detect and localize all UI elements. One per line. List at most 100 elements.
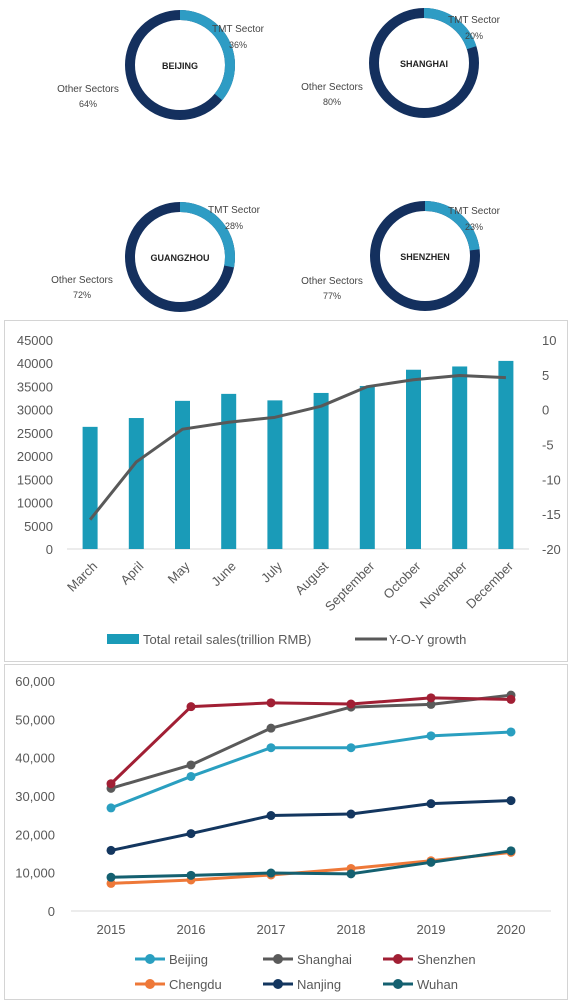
- line-chengdu: [110, 850, 512, 885]
- donut-center-label: SHANGHAI: [400, 59, 448, 69]
- x-tick-label: 2018: [337, 922, 366, 937]
- bar-july: [267, 400, 283, 549]
- y-tick-label: 35000: [17, 379, 53, 394]
- point-shanghai-2016: [186, 760, 196, 770]
- tmt-sector-value: 23%: [465, 222, 483, 232]
- y-tick-label: 25000: [17, 426, 53, 441]
- legend-marker-nanjing: [273, 979, 283, 989]
- legend-label-wuhan: Wuhan: [417, 977, 458, 992]
- legend-marker-shenzhen: [393, 954, 403, 964]
- line-shanghai: [110, 693, 512, 790]
- x-tick-label: 2020: [497, 922, 526, 937]
- point-beijing-2018: [346, 743, 356, 753]
- x-tick-label: 2015: [97, 922, 126, 937]
- x-tick-label: July: [258, 558, 285, 585]
- y-tick-label: 40000: [17, 356, 53, 371]
- y2-tick-label: 0: [542, 403, 549, 418]
- bar-december: [498, 360, 514, 549]
- donut-center-label: BEIJING: [162, 61, 198, 71]
- legend-marker-chengdu: [145, 979, 155, 989]
- city-line-chart: 0 10,000 20,000 30,000 40,000 50,000 60,000 201…: [15, 674, 551, 992]
- point-wuhan-2016: [186, 870, 196, 880]
- y-tick-label: 10000: [17, 496, 53, 511]
- y2-tick-label: -15: [542, 507, 561, 522]
- y2-tick-label: -5: [542, 438, 554, 453]
- tmt-sector-label: TMT Sector: [212, 24, 265, 35]
- other-sectors-label: Other Sectors: [57, 84, 119, 95]
- point-nanjing-2016: [186, 829, 196, 839]
- series-nanjing: [106, 796, 516, 855]
- donut-slice-tmt-sector: [125, 202, 235, 312]
- y-tick-label: 30000: [17, 403, 53, 418]
- point-wuhan-2019: [426, 857, 436, 867]
- x-tick-label: October: [380, 558, 424, 602]
- x-tick-label: November: [417, 558, 470, 611]
- bar-august: [313, 392, 329, 549]
- legend-label-beijing: Beijing: [169, 952, 208, 967]
- point-shenzhen-2016: [186, 702, 196, 712]
- donut-slice-tmt-sector: [369, 8, 479, 118]
- bar-may: [175, 400, 190, 549]
- yoy-growth-line: [88, 374, 506, 521]
- point-wuhan-2020: [506, 846, 516, 856]
- series-beijing: [106, 727, 516, 813]
- legend-label-shanghai: Shanghai: [297, 952, 352, 967]
- y-tick-label: 5000: [24, 519, 53, 534]
- tmt-sector-value: 28%: [225, 221, 243, 231]
- donut-shenzhen: SHENZHEN TMT Sector 23% Other Sectors 77%: [301, 201, 501, 311]
- other-sectors-value: 80%: [323, 97, 341, 107]
- tmt-sector-label: TMT Sector: [208, 205, 261, 216]
- x-tick-label: 2017: [257, 922, 286, 937]
- bar-april: [128, 418, 144, 549]
- legend-label-shenzhen: Shenzhen: [417, 952, 476, 967]
- donut-shanghai: SHANGHAI TMT Sector 20% Other Sectors 80%: [301, 8, 501, 118]
- y-tick-label: 20000: [17, 449, 53, 464]
- x-tick-label: June: [208, 559, 239, 590]
- legend-marker-shanghai: [273, 954, 283, 964]
- line-nanjing: [110, 799, 512, 852]
- y2-tick-label: 5: [542, 368, 549, 383]
- legend-marker-beijing: [145, 954, 155, 964]
- x-tick-label: May: [165, 558, 193, 586]
- line-shenzhen: [109, 696, 512, 785]
- series-chengdu: [106, 847, 516, 888]
- other-sectors-value: 64%: [79, 99, 97, 109]
- sector-donut-charts: BEIJING TMT Sector 36% Other Sectors 64% SHAN…: [51, 8, 501, 312]
- point-beijing-2015: [106, 803, 116, 813]
- y-tick-label: 50,000: [15, 712, 55, 727]
- point-shanghai-2017: [266, 723, 276, 733]
- donut-center-label: SHENZHEN: [400, 252, 450, 262]
- legend-label-total-retail-sales: Total retail sales(trillion RMB): [143, 632, 311, 647]
- point-shenzhen-2020: [506, 694, 516, 704]
- point-nanjing-2015: [106, 845, 116, 855]
- series-wuhan: [106, 846, 516, 882]
- bar-september: [359, 385, 375, 549]
- retail-sales-chart: 0 5000 10000 15000 20000 25000 30000 35000 40000…: [17, 333, 561, 647]
- tmt-sector-value: 20%: [465, 31, 483, 41]
- point-shenzhen-2015: [106, 779, 116, 789]
- series-shenzhen: [106, 693, 516, 789]
- legend-label-chengdu: Chengdu: [169, 977, 222, 992]
- point-wuhan-2015: [106, 872, 116, 882]
- donut-center-label: GUANGZHOU: [151, 253, 210, 263]
- other-sectors-value: 72%: [73, 290, 91, 300]
- tmt-sector-label: TMT Sector: [448, 206, 501, 217]
- x-tick-label: April: [117, 558, 146, 587]
- y-tick-label: 45000: [17, 333, 53, 348]
- other-sectors-label: Other Sectors: [301, 82, 363, 93]
- point-wuhan-2018: [346, 869, 356, 879]
- bar-november: [452, 366, 468, 549]
- donut-slice-tmt-sector: [370, 201, 480, 311]
- retail-sales-chart-panel: 0 5000 10000 15000 20000 25000 30000 35000 40000…: [4, 320, 568, 662]
- legend-label-yoy-growth: Y-O-Y growth: [389, 632, 466, 647]
- point-shenzhen-2019: [426, 693, 436, 703]
- bar-october: [406, 369, 421, 549]
- tmt-sector-label: TMT Sector: [448, 15, 501, 26]
- legend-label-nanjing: Nanjing: [297, 977, 341, 992]
- point-nanjing-2020: [506, 796, 516, 806]
- point-beijing-2016: [186, 771, 196, 781]
- x-tick-label: December: [463, 558, 516, 611]
- point-nanjing-2018: [346, 809, 356, 819]
- bar-june: [221, 393, 237, 549]
- donut-beijing: BEIJING TMT Sector 36% Other Sectors 64%: [57, 10, 265, 120]
